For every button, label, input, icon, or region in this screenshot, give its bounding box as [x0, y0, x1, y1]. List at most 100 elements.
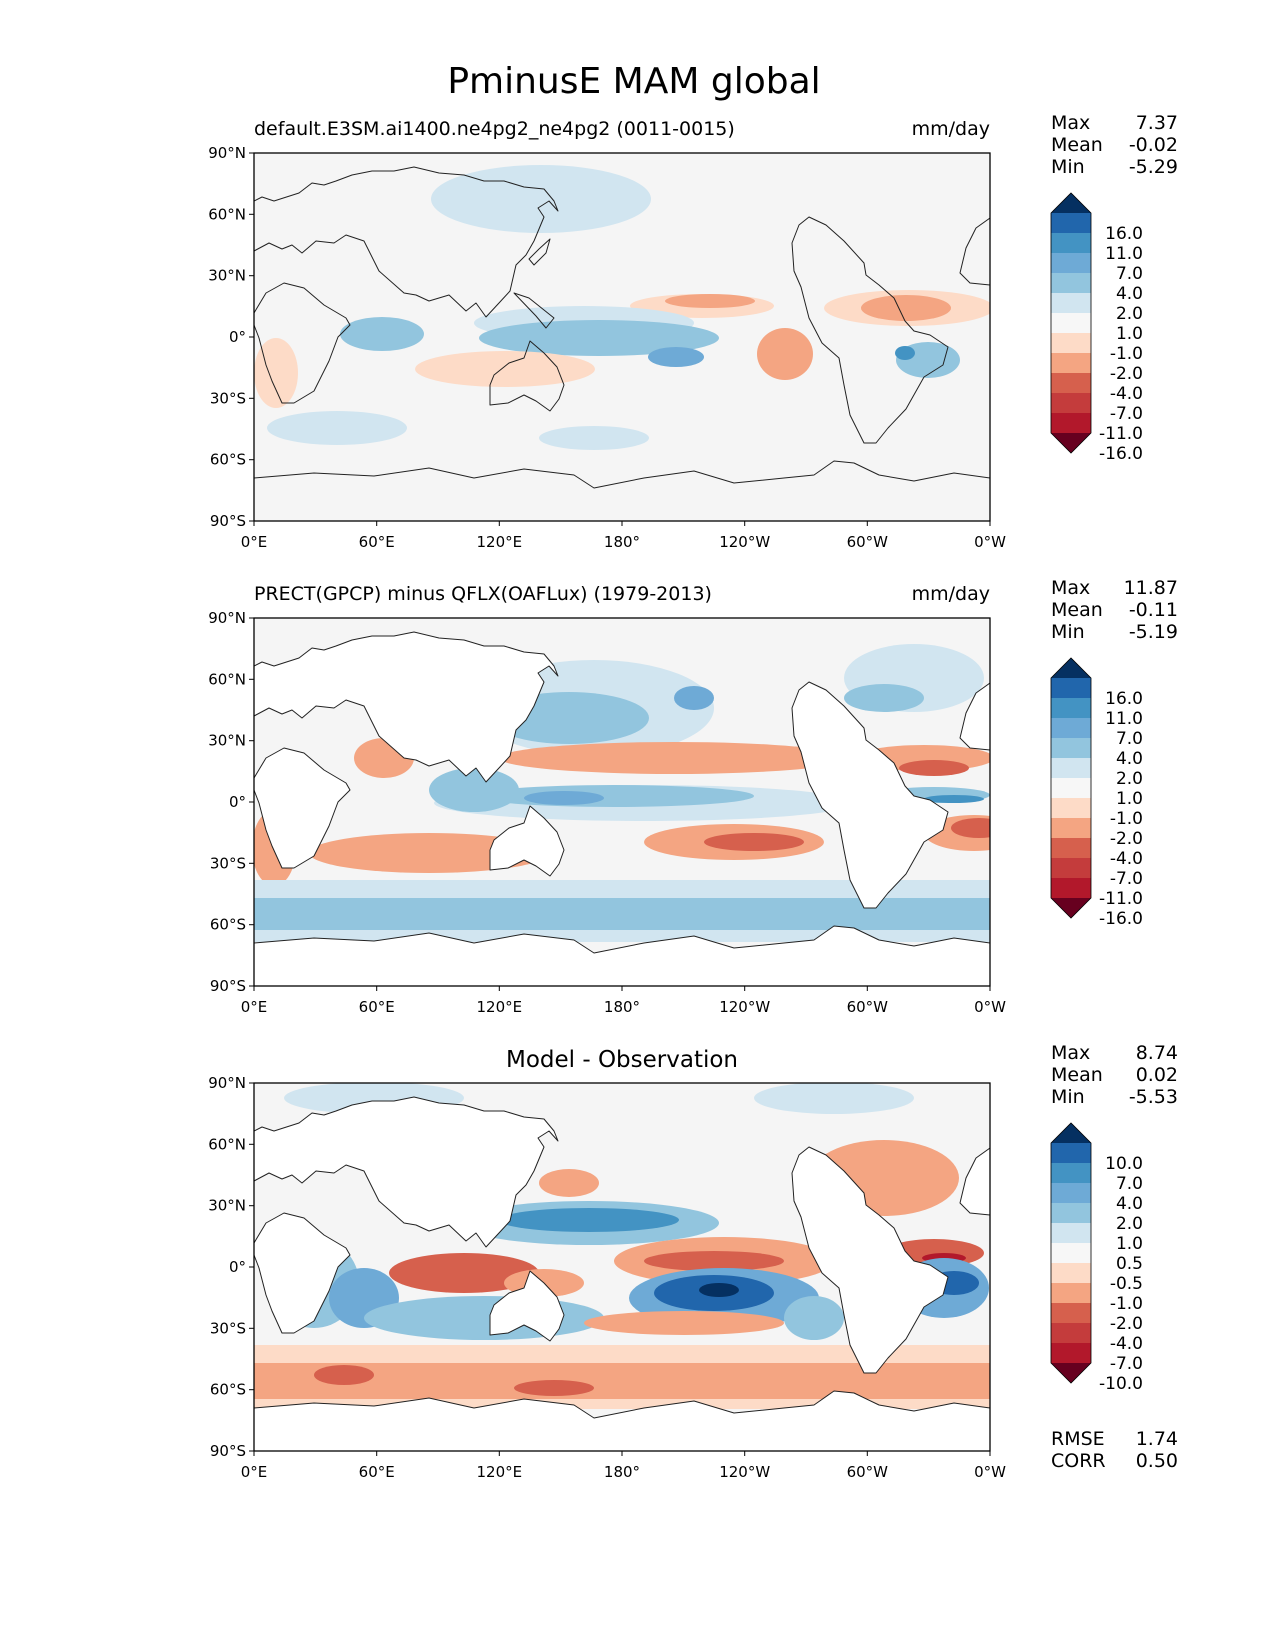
- y-tick-label: 90°N: [208, 609, 246, 627]
- coastlines: [254, 631, 990, 986]
- colorbar-tick-label: 1.0: [1116, 1234, 1143, 1254]
- x-tick-label: 60°W: [847, 998, 889, 1016]
- model-field: [254, 165, 990, 450]
- colorbar-tick-label: -11.0: [1099, 424, 1143, 444]
- stat-value-min: -5.19: [1129, 621, 1178, 643]
- colorbar-tick-label: 2.0: [1116, 769, 1143, 789]
- y-tick-label: 90°S: [210, 512, 246, 530]
- coastlines: [254, 1096, 990, 1451]
- stat-value-max: 11.87: [1124, 577, 1178, 599]
- figure-title: PminusE MAM global: [447, 61, 820, 102]
- stat-value-mean: -0.02: [1129, 134, 1178, 156]
- x-tick-label: 60°E: [359, 533, 395, 551]
- colorbar-tick-label: -16.0: [1099, 909, 1143, 929]
- colorbar-tick-label: -4.0: [1110, 1334, 1143, 1354]
- x-axis: 0°E 60°E 120°E 180° 120°W 60°W 0°W: [241, 986, 1006, 1016]
- y-tick-label: 90°S: [210, 1442, 246, 1460]
- x-tick-label: 60°E: [359, 998, 395, 1016]
- stat-value-mean: -0.11: [1129, 599, 1178, 621]
- stat-label-rmse: RMSE: [1051, 1428, 1105, 1450]
- colorbar-swatch: [1051, 1163, 1091, 1183]
- colorbar-tick-label: -7.0: [1110, 1354, 1143, 1374]
- colorbar-swatch: [1051, 1203, 1091, 1223]
- y-tick-label: 60°N: [208, 1135, 246, 1153]
- y-tick-label: 60°S: [210, 916, 246, 934]
- colorbar-swatch: [1051, 233, 1091, 253]
- panel-obs-units: mm/day: [912, 583, 990, 605]
- colorbar-tick-label: -0.5: [1110, 1274, 1143, 1294]
- colorbar-model: 16.011.07.04.02.01.0-1.0-2.0-4.0-7.0-11.…: [1050, 192, 1143, 464]
- x-tick-label: 60°E: [359, 1463, 395, 1481]
- colorbar-swatch: [1051, 798, 1091, 818]
- colorbar-tick-label: 7.0: [1116, 1174, 1143, 1194]
- x-tick-label: 120°E: [476, 998, 522, 1016]
- colorbar-tick-label: 11.0: [1105, 709, 1143, 729]
- colorbar-swatch: [1051, 718, 1091, 738]
- x-tick-label: 120°E: [476, 1463, 522, 1481]
- stat-value-min: -5.29: [1129, 156, 1178, 178]
- colorbar-extend-top: [1051, 1123, 1091, 1143]
- panel-model-units: mm/day: [912, 118, 990, 140]
- panel-diff: Model - Observation: [208, 1042, 1178, 1481]
- stat-label-mean: Mean: [1051, 599, 1103, 621]
- colorbar-tick-label: 7.0: [1116, 729, 1143, 749]
- colorbar-tick-label: -7.0: [1110, 869, 1143, 889]
- colorbar-swatch: [1051, 313, 1091, 333]
- y-tick-label: 60°N: [208, 205, 246, 223]
- colorbar-swatch: [1051, 1263, 1091, 1283]
- colorbar-swatch: [1051, 1143, 1091, 1163]
- y-tick-label: 0°: [229, 793, 246, 811]
- stat-label-corr: CORR: [1051, 1450, 1106, 1472]
- colorbar-swatch: [1051, 393, 1091, 413]
- colorbar-tick-label: 11.0: [1105, 244, 1143, 264]
- colorbar-swatch: [1051, 1183, 1091, 1203]
- colorbar-swatch: [1051, 858, 1091, 878]
- panel-obs-left-title: PRECT(GPCP) minus QFLX(OAFLux) (1979-201…: [254, 583, 712, 605]
- x-tick-label: 0°W: [974, 998, 1006, 1016]
- y-tick-label: 0°: [229, 1258, 246, 1276]
- y-tick-label: 90°N: [208, 144, 246, 162]
- y-tick-label: 30°N: [208, 732, 246, 750]
- y-tick-label: 60°S: [210, 1381, 246, 1399]
- colorbar-outline: [1050, 192, 1092, 454]
- panel-model-stats: Max 7.37 Mean -0.02 Min -5.29: [1051, 112, 1178, 178]
- colorbar-tick-label: -1.0: [1110, 344, 1143, 364]
- colorbar-swatch: [1051, 1283, 1091, 1303]
- colorbar-swatch: [1051, 1223, 1091, 1243]
- stat-label-max: Max: [1051, 577, 1090, 599]
- x-tick-label: 180°: [604, 533, 640, 551]
- stat-value-min: -5.53: [1129, 1086, 1178, 1108]
- x-axis: 0°E 60°E 120°E 180° 120°W 60°W 0°W: [241, 1451, 1006, 1481]
- colorbar-extend-top: [1051, 193, 1091, 213]
- map-obs: [254, 618, 990, 986]
- colorbar-tick-label: -16.0: [1099, 444, 1143, 464]
- colorbar-tick-label: -4.0: [1110, 384, 1143, 404]
- y-tick-label: 30°N: [208, 267, 246, 285]
- y-axis: 90°N 60°N 30°N 0° 30°S 60°S 90°S: [208, 1074, 254, 1460]
- colorbar-tick-label: 16.0: [1105, 224, 1143, 244]
- colorbar-diff: 10.07.04.02.01.00.5-0.5-1.0-2.0-4.0-7.0-…: [1050, 1122, 1143, 1394]
- stat-value-mean: 0.02: [1136, 1064, 1178, 1086]
- map-diff: [254, 1083, 990, 1451]
- colorbar-outline: [1050, 1122, 1092, 1384]
- colorbar-tick-label: 7.0: [1116, 264, 1143, 284]
- colorbar-swatch: [1051, 1303, 1091, 1323]
- colorbar-tick-label: 4.0: [1116, 749, 1143, 769]
- stat-label-min: Min: [1051, 156, 1085, 178]
- stat-label-min: Min: [1051, 621, 1085, 643]
- x-tick-label: 120°W: [719, 998, 770, 1016]
- colorbar-tick-label: 4.0: [1116, 1194, 1143, 1214]
- stat-label-min: Min: [1051, 1086, 1085, 1108]
- y-tick-label: 90°N: [208, 1074, 246, 1092]
- colorbar-tick-label: 2.0: [1116, 1214, 1143, 1234]
- colorbar-tick-label: 10.0: [1105, 1154, 1143, 1174]
- y-tick-label: 60°S: [210, 451, 246, 469]
- x-tick-label: 0°E: [241, 533, 268, 551]
- stat-value-corr: 0.50: [1136, 1450, 1178, 1472]
- coastlines: [254, 166, 990, 489]
- stat-label-max: Max: [1051, 112, 1090, 134]
- colorbar-tick-label: 16.0: [1105, 689, 1143, 709]
- colorbar-swatch: [1051, 273, 1091, 293]
- x-tick-label: 0°W: [974, 533, 1006, 551]
